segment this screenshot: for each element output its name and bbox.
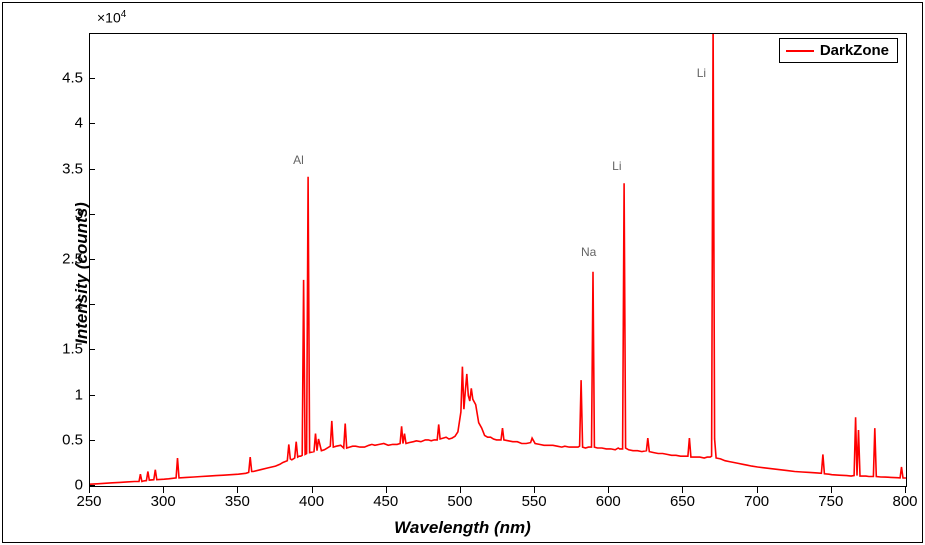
x-tick-label: 700 — [744, 493, 769, 510]
legend-swatch — [786, 50, 814, 52]
x-tick-label: 800 — [892, 493, 917, 510]
x-tick-label: 550 — [522, 493, 547, 510]
y-tick-label: 4.5 — [43, 70, 83, 87]
x-tick-label: 350 — [225, 493, 250, 510]
peak-label: Li — [697, 66, 706, 80]
y-tick — [89, 78, 95, 79]
y-tick — [89, 169, 95, 170]
y-tick-label: 0.5 — [43, 431, 83, 448]
spectrum-svg — [90, 34, 906, 486]
x-tick-label: 750 — [818, 493, 843, 510]
y-tick — [89, 214, 95, 215]
plot-area — [89, 33, 907, 487]
peak-label: Na — [581, 245, 596, 259]
y-axis-multiplier: ×104 — [97, 9, 126, 26]
y-tick-label: 0 — [43, 477, 83, 494]
peak-label: Al — [293, 153, 304, 167]
y-tick-label: 1 — [43, 386, 83, 403]
y-tick-label: 2.5 — [43, 251, 83, 268]
legend-label: DarkZone — [820, 42, 889, 59]
x-tick-label: 400 — [299, 493, 324, 510]
x-tick-label: 600 — [596, 493, 621, 510]
x-tick-label: 650 — [670, 493, 695, 510]
y-tick — [89, 440, 95, 441]
x-tick-label: 450 — [373, 493, 398, 510]
chart-frame: ×104 Intensity (counts) Wavelength (nm) … — [2, 2, 923, 543]
spectrum-line — [90, 34, 906, 484]
y-tick-label: 3.5 — [43, 160, 83, 177]
x-tick-label: 500 — [447, 493, 472, 510]
y-tick — [89, 259, 95, 260]
y-tick-label: 4 — [43, 115, 83, 132]
x-tick-label: 300 — [151, 493, 176, 510]
x-axis-label: Wavelength (nm) — [394, 518, 531, 538]
y-tick — [89, 349, 95, 350]
y-tick — [89, 123, 95, 124]
y-tick — [89, 304, 95, 305]
y-tick — [89, 485, 95, 486]
y-tick-label: 2 — [43, 296, 83, 313]
y-tick-label: 1.5 — [43, 341, 83, 358]
legend-box: DarkZone — [779, 38, 898, 63]
x-tick-label: 250 — [76, 493, 101, 510]
y-tick — [89, 395, 95, 396]
y-tick-label: 3 — [43, 205, 83, 222]
peak-label: Li — [612, 159, 621, 173]
